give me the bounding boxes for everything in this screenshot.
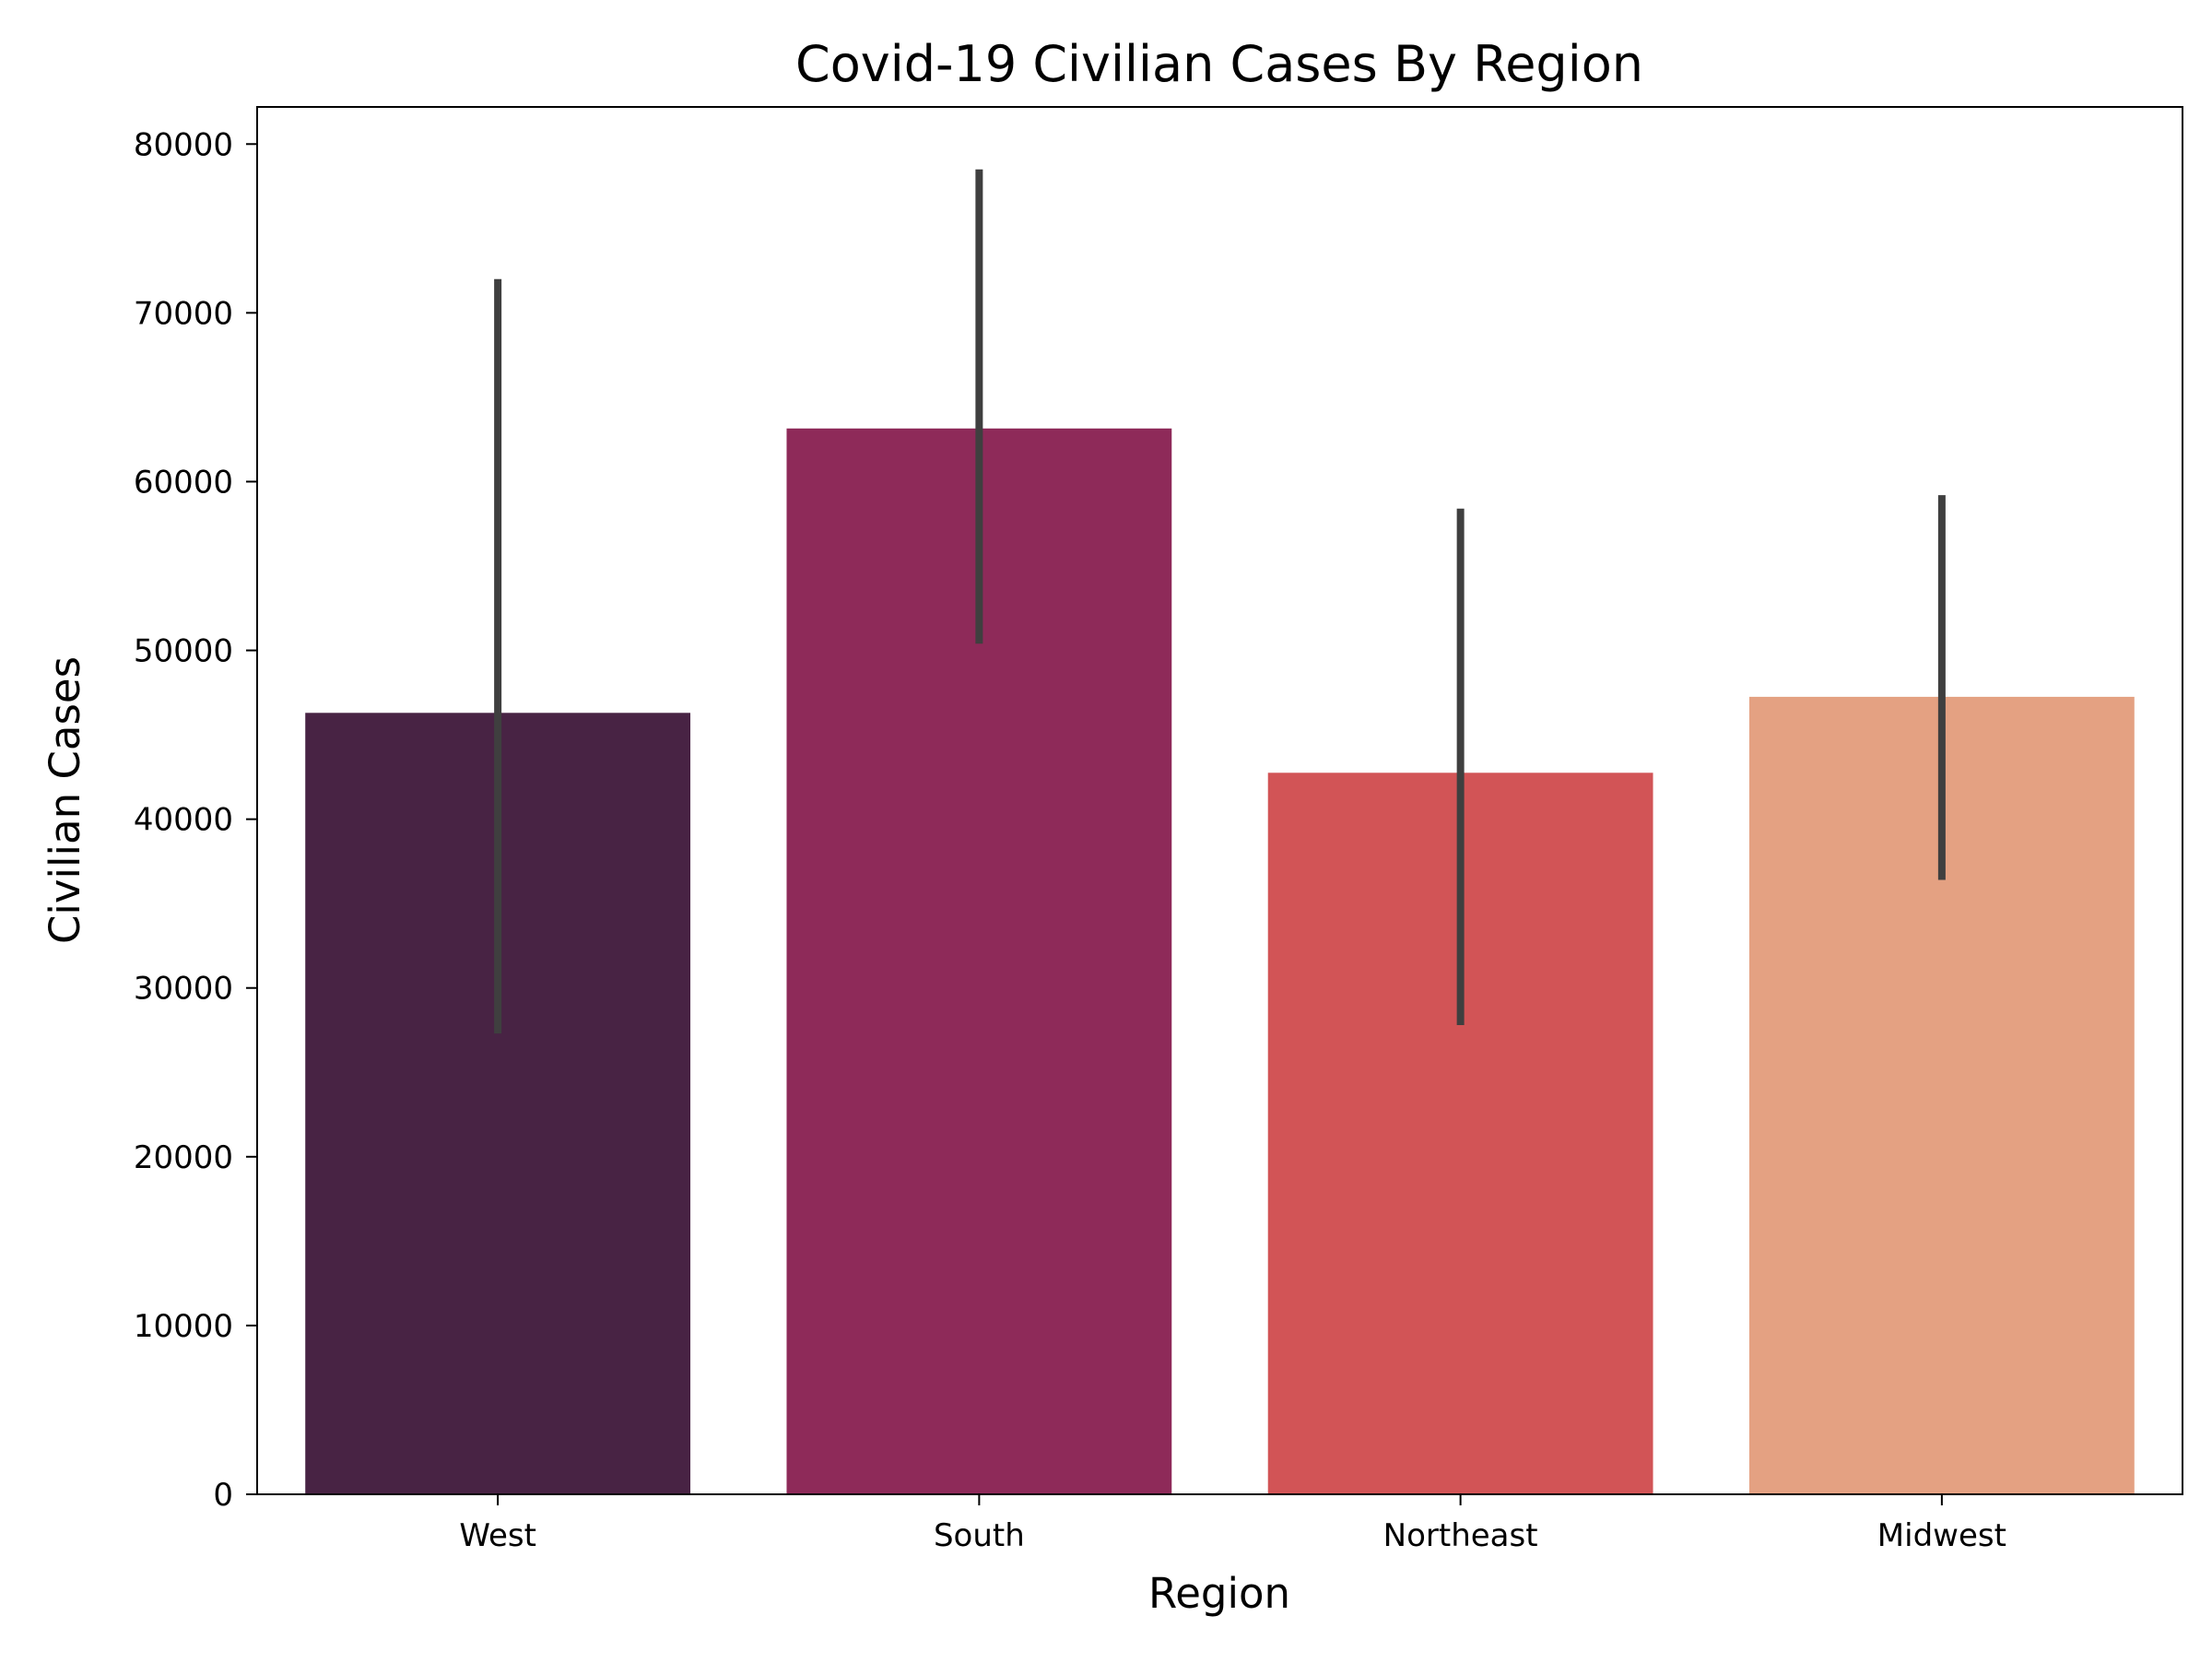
- x-tick-label: Northeast: [1383, 1517, 1538, 1554]
- error-bars-layer: [494, 169, 1946, 1034]
- y-tick-label: 70000: [134, 295, 233, 332]
- y-tick-label: 50000: [134, 633, 233, 670]
- x-tick-label: South: [934, 1517, 1025, 1554]
- y-tick-label: 0: [213, 1477, 233, 1514]
- y-tick-label: 20000: [134, 1139, 233, 1176]
- x-axis-label: Region: [1148, 1569, 1290, 1618]
- x-tick-label: West: [459, 1517, 536, 1554]
- y-axis: 0 10000 20000 30000 40000 50000 60000 70000 8000…: [134, 126, 257, 1514]
- x-tick-label: Midwest: [1877, 1517, 2006, 1554]
- y-tick-label: 60000: [134, 464, 233, 501]
- x-axis: West South Northeast Midwest: [459, 1494, 2006, 1554]
- y-tick-label: 80000: [134, 126, 233, 163]
- y-tick-label: 10000: [134, 1308, 233, 1345]
- chart-title: Covid-19 Civilian Cases By Region: [795, 35, 1643, 93]
- y-axis-label: Civilian Cases: [41, 656, 89, 944]
- y-tick-label: 30000: [134, 971, 233, 1008]
- plot-frame: [256, 106, 2183, 1495]
- y-tick-label: 40000: [134, 802, 233, 839]
